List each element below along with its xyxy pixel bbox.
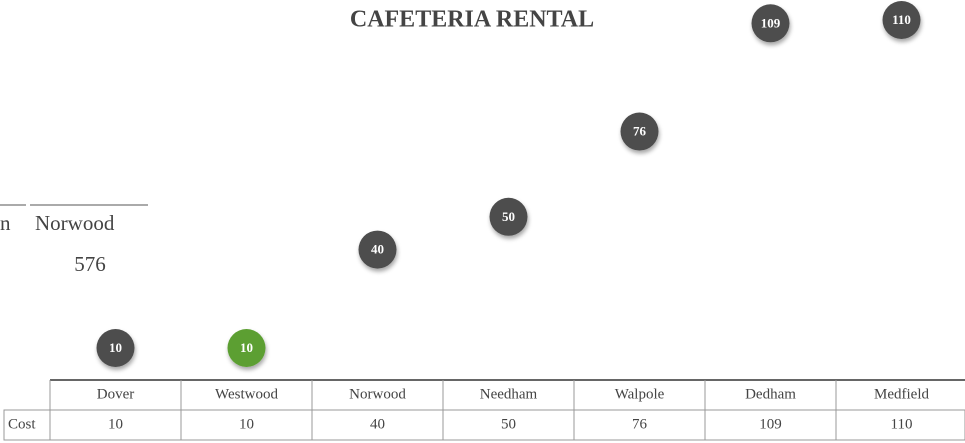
- dot: [882, 1, 921, 39]
- overlay-value: 576: [74, 252, 106, 276]
- dot-label: 76: [633, 124, 647, 139]
- dot: [751, 4, 790, 43]
- overlay-label: Norwood: [35, 211, 115, 235]
- column-header: Dedham: [745, 386, 796, 402]
- column-header: Medfield: [874, 386, 929, 402]
- dot-label: 40: [371, 242, 384, 257]
- table-body: [3, 409, 965, 441]
- column-header: Needham: [480, 386, 538, 402]
- cell-value: 50: [501, 416, 516, 432]
- chart-title: CAFETERIA RENTAL: [350, 7, 594, 33]
- column-header: Walpole: [615, 386, 665, 402]
- dot-label: 109: [761, 15, 781, 30]
- dot: [96, 329, 135, 367]
- column-header: Westwood: [215, 386, 278, 402]
- cell-value: 10: [239, 416, 254, 432]
- cell-value: 109: [759, 416, 782, 432]
- row-label: Cost: [8, 416, 36, 432]
- column-header: Norwood: [349, 386, 406, 402]
- dot-label: 110: [892, 12, 911, 27]
- cell-value: 40: [370, 416, 385, 432]
- dot: [227, 329, 266, 367]
- overlay-label: n: [0, 211, 11, 235]
- dot: [620, 112, 659, 151]
- cell-value: 76: [632, 416, 648, 432]
- dot-label: 10: [240, 340, 253, 355]
- dot: [358, 230, 397, 269]
- column-header: Dover: [97, 386, 135, 402]
- dot: [489, 197, 528, 236]
- cell-value: 110: [891, 416, 913, 432]
- cell-value: 10: [108, 416, 123, 432]
- dot-label: 10: [109, 340, 122, 355]
- dot-label: 50: [502, 209, 515, 224]
